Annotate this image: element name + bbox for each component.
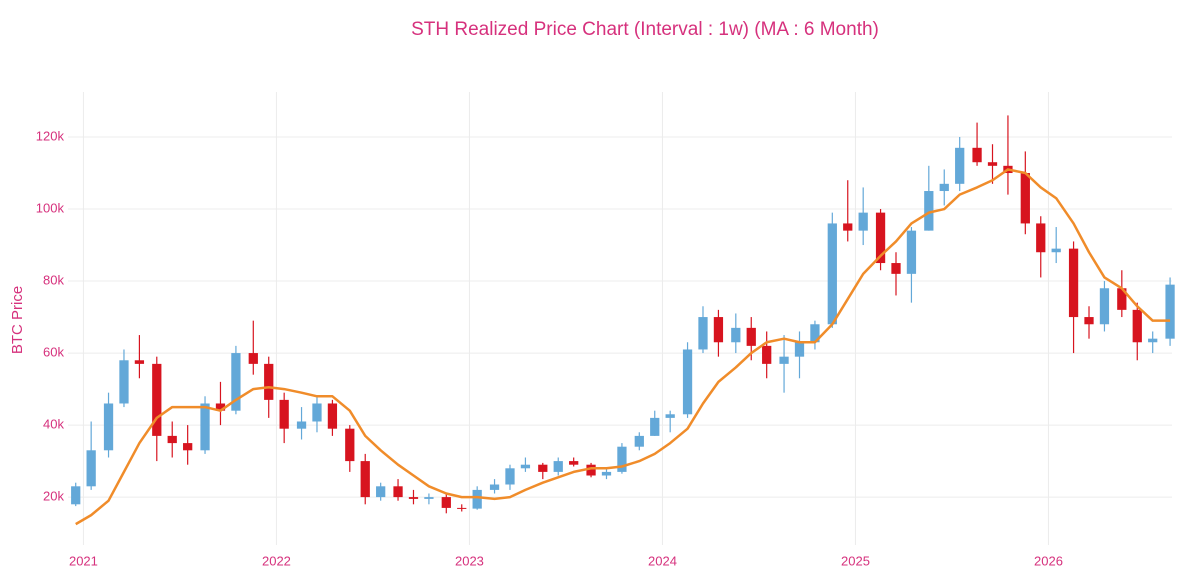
x-tick-label: 2022 [262, 553, 291, 568]
candle-body [345, 428, 355, 462]
candle-body [248, 353, 258, 364]
candle-body [553, 461, 563, 472]
candle-body [1084, 317, 1094, 325]
candle-body [376, 486, 386, 498]
candle-body [134, 360, 145, 364]
candle-body [103, 403, 114, 451]
x-tick-label: 2021 [69, 553, 98, 568]
candle-body [1148, 338, 1158, 343]
candle-body [972, 147, 982, 163]
candle-body [601, 471, 612, 476]
candle-body [779, 356, 789, 364]
candle-body [231, 353, 241, 411]
candle-body [906, 230, 917, 274]
candle-body [424, 497, 434, 499]
candle-body [520, 464, 531, 469]
candle-body [312, 403, 322, 422]
candle-body [939, 183, 949, 192]
candle-body [489, 484, 500, 490]
candle-body [1099, 288, 1110, 325]
candle-body [586, 464, 596, 476]
x-tick-label: 2025 [841, 553, 870, 568]
candle-body [264, 363, 274, 400]
candle-body [152, 363, 162, 436]
candle-body [1068, 248, 1079, 318]
candle-body [746, 327, 756, 346]
candle-body [987, 162, 998, 166]
candle-body [731, 327, 741, 343]
candle-body [875, 212, 886, 264]
y-tick-label: 120k [36, 128, 65, 143]
x-tick-label: 2024 [648, 553, 677, 568]
candle-body [1051, 248, 1061, 253]
y-tick-label: 60k [43, 345, 64, 360]
candle-body [167, 435, 177, 444]
candle-body [955, 147, 965, 184]
candle-body [617, 446, 627, 472]
candle-body [843, 223, 853, 231]
candle-body [924, 191, 934, 231]
candle-body [1117, 288, 1127, 310]
y-tick-label: 100k [36, 200, 65, 215]
candle-body [71, 486, 81, 505]
candle-body [393, 486, 403, 498]
candle-body [538, 464, 548, 472]
candle-body [183, 443, 193, 451]
candle-body [827, 223, 837, 325]
y-axis-label: BTC Price [9, 286, 26, 354]
y-tick-label: 80k [43, 272, 64, 287]
candle-body [1132, 309, 1142, 343]
candle-body [408, 497, 419, 499]
candle-body [794, 342, 805, 357]
candle-body [505, 468, 515, 485]
candle-body [762, 345, 772, 364]
candle-body [1020, 173, 1030, 224]
candle-body [698, 317, 708, 350]
candle-body [1036, 223, 1046, 253]
chart-title: STH Realized Price Chart (Interval : 1w)… [411, 19, 879, 40]
candle-body [682, 349, 693, 415]
candle-body [457, 507, 467, 509]
candle-body [200, 403, 210, 451]
y-tick-label: 20k [43, 489, 64, 504]
candle-body [119, 360, 129, 404]
candle-body [891, 263, 901, 274]
candle-body [634, 435, 644, 447]
moving-average-line [75, 168, 1171, 526]
x-tick-label: 2026 [1034, 553, 1063, 568]
x-tick-label: 2023 [455, 553, 484, 568]
candle-body [665, 414, 675, 418]
candle-body [279, 399, 289, 429]
candle-body [858, 212, 868, 231]
candle-body [713, 317, 724, 343]
y-tick-label: 40k [43, 417, 64, 432]
candle-body [360, 461, 370, 498]
candle-body [1165, 284, 1175, 339]
candle-body [296, 421, 307, 429]
candle-body [810, 324, 820, 343]
candle-body [215, 403, 226, 411]
candle-body [472, 489, 482, 509]
candle-body [86, 450, 96, 487]
candle-body [441, 497, 451, 508]
candle-body [327, 403, 338, 429]
candle-body [650, 417, 660, 436]
candle-body [569, 461, 579, 465]
